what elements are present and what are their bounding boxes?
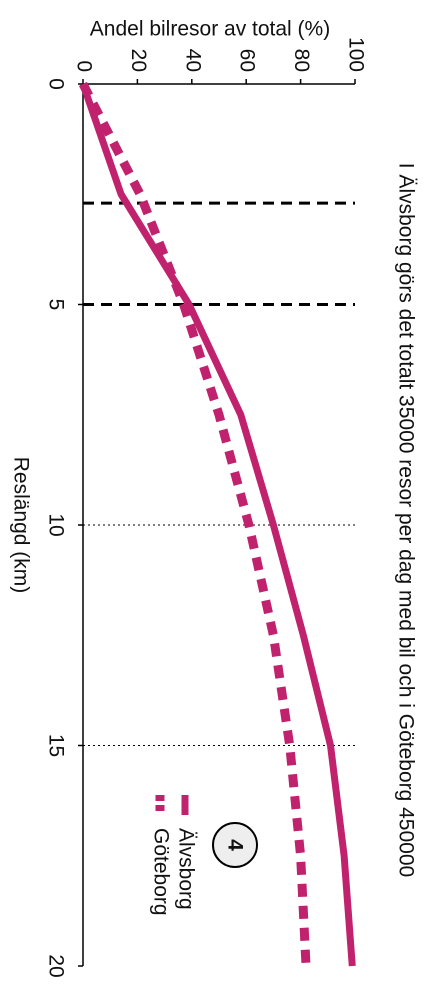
- series-line: [79, 82, 356, 967]
- chart-body: I Älvsborg görs det totalt 35000 resor p…: [9, 18, 417, 978]
- x-axis-label: Reslängd (km): [9, 457, 32, 594]
- y-tick-label: 20: [127, 49, 150, 72]
- x-tick-label: 0: [44, 78, 67, 90]
- y-tick-label: 100: [344, 37, 367, 72]
- x-tick-label: 5: [44, 299, 67, 311]
- x-tick-label: 20: [44, 954, 67, 977]
- x-tick-label: 15: [44, 734, 67, 757]
- y-tick-label: 60: [236, 49, 259, 72]
- badge-circle: [212, 822, 258, 868]
- y-axis-label: Andel bilresor av total (%): [90, 18, 330, 41]
- badge-label: 4: [223, 839, 246, 851]
- x-tick-label: 10: [44, 513, 67, 536]
- legend-label: Älvsborg: [174, 828, 197, 910]
- chart-title: I Älvsborg görs det totalt 35000 resor p…: [394, 163, 417, 877]
- y-tick-label: 40: [181, 49, 204, 72]
- series-line: [79, 81, 311, 967]
- y-tick-label: 80: [290, 49, 313, 72]
- y-tick-label: 0: [72, 60, 95, 72]
- legend-label: Göteborg: [149, 828, 172, 916]
